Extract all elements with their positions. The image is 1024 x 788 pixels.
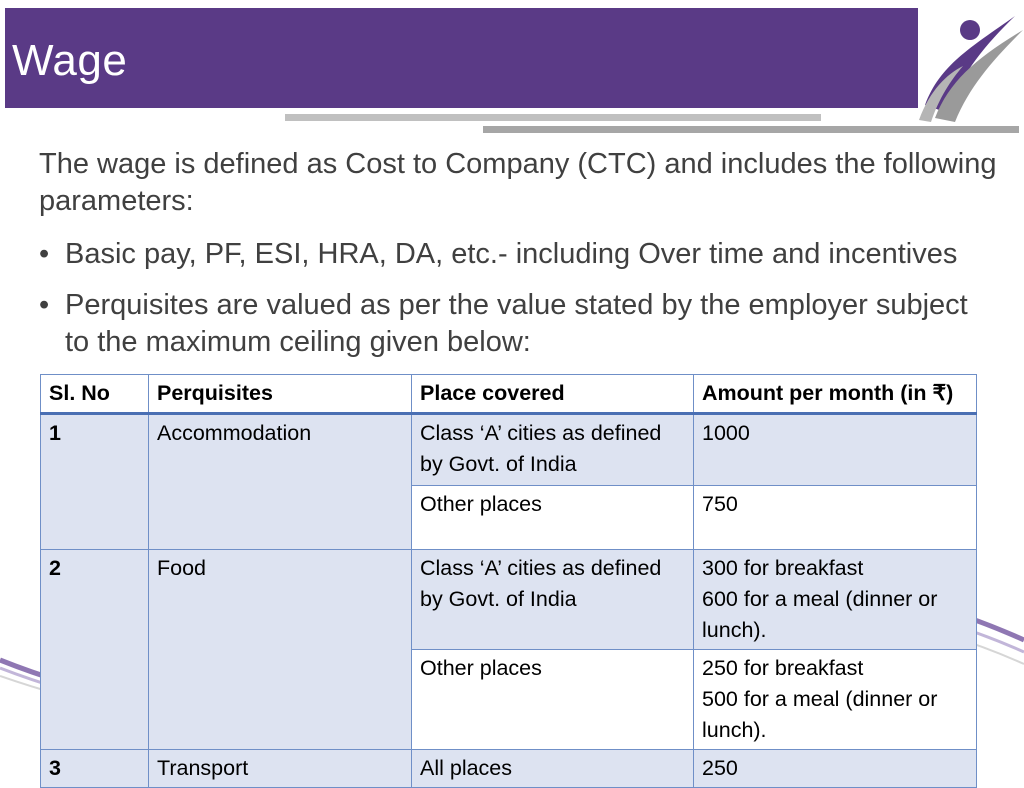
- table-row: 3 Transport All places 250: [40, 749, 977, 788]
- cell-place: Class ‘A’ cities as defined by Govt. of …: [411, 413, 694, 486]
- table-row: 1 Accommodation Class ‘A’ cities as defi…: [40, 413, 977, 550]
- title-bar: [5, 8, 918, 108]
- header-perquisites: Perquisites: [148, 374, 412, 415]
- cell-perquisite: Transport: [148, 749, 412, 788]
- table-header-row: Sl. No Perquisites Place covered Amount …: [40, 374, 977, 415]
- bullet-list: • Basic pay, PF, ESI, HRA, DA, etc.- inc…: [39, 236, 999, 375]
- amount-line: 250 for breakfast: [702, 656, 864, 680]
- bullet-marker: •: [39, 238, 50, 270]
- bullet-text: Basic pay, PF, ESI, HRA, DA, etc.- inclu…: [65, 238, 958, 270]
- cell-place: Other places: [411, 649, 694, 750]
- table-row: 2 Food Class ‘A’ cities as defined by Go…: [40, 549, 977, 750]
- intro-paragraph: The wage is defined as Cost to Company (…: [39, 148, 997, 217]
- header-sl-no: Sl. No: [40, 374, 149, 415]
- cell-amount: 1000: [693, 413, 977, 486]
- table-row: Other places 750: [41, 485, 977, 550]
- bullet-item: • Basic pay, PF, ESI, HRA, DA, etc.- inc…: [39, 236, 999, 273]
- cell-amount: 300 for breakfast 600 for a meal (dinner…: [693, 549, 977, 650]
- cell-perquisite: Accommodation: [148, 413, 412, 550]
- cell-sl-no: 2: [40, 549, 149, 750]
- cell-sl-no: 3: [40, 749, 149, 788]
- cell-place: All places: [411, 749, 694, 788]
- person-logo-icon: [919, 16, 1023, 122]
- cell-amount: 250 for breakfast 500 for a meal (dinner…: [693, 649, 977, 750]
- cell-perquisite: Food: [148, 549, 412, 750]
- cell-sl-no: 1: [40, 413, 149, 550]
- bullet-item: • Perquisites are valued as per the valu…: [39, 287, 999, 361]
- cell-place: Class ‘A’ cities as defined by Govt. of …: [411, 549, 694, 650]
- amount-line: 500 for a meal (dinner or lunch).: [702, 687, 938, 742]
- perquisites-table: Sl. No Perquisites Place covered Amount …: [40, 374, 977, 788]
- cell-amount: 250: [693, 749, 977, 788]
- header-place-covered: Place covered: [411, 374, 694, 415]
- decorative-rule-top: [285, 114, 821, 121]
- amount-line: 600 for a meal (dinner or lunch).: [702, 587, 938, 642]
- bullet-text: Perquisites are valued as per the value …: [65, 289, 968, 358]
- bullet-marker: •: [39, 289, 50, 321]
- header-amount: Amount per month (in ₹): [693, 374, 977, 415]
- decorative-rule-bottom: [483, 126, 1019, 133]
- slide-title: Wage: [12, 36, 128, 85]
- cell-amount: 750: [693, 485, 977, 550]
- amount-line: 300 for breakfast: [702, 556, 864, 580]
- cell-place: Other places: [411, 485, 694, 550]
